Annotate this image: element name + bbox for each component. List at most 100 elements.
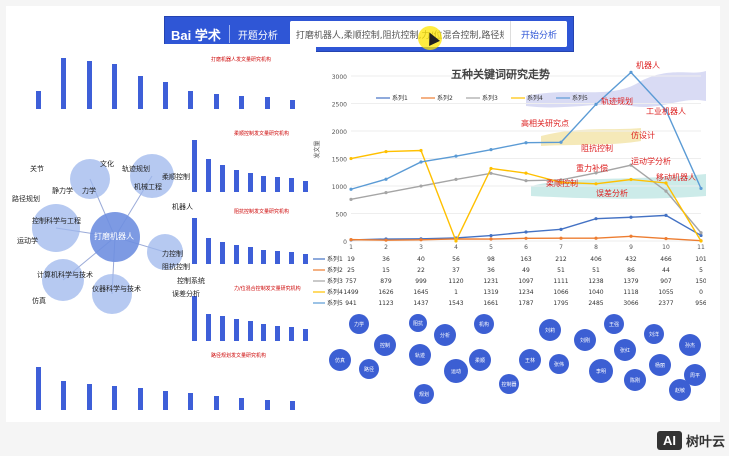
data-point [349, 187, 353, 191]
mind-map-label: 力学 [82, 187, 96, 195]
node-mech-eng[interactable] [130, 154, 174, 198]
author-bubble[interactable]: 杨丽 [649, 354, 671, 376]
node-ctrl-sci[interactable] [147, 234, 183, 270]
author-bubble[interactable]: 轨迹 [409, 344, 431, 366]
author-bubble[interactable]: 刘洋 [644, 324, 664, 344]
author-bubble[interactable]: 张伟 [549, 354, 569, 374]
data-point [524, 141, 528, 145]
y-axis-label: 发文量 [313, 140, 321, 158]
author-bubble[interactable]: 路径 [359, 359, 379, 379]
author-bubble[interactable]: 王强 [604, 314, 624, 334]
author-bubble[interactable]: 力学 [349, 314, 369, 334]
mind-map-label: 机器人 [172, 203, 193, 211]
slide-canvas: Bai 学术 开题分析 开始分析 打磨机器人发文量研究机构 柔顺控制发文量研究机… [6, 6, 720, 422]
mini-bar [213, 94, 219, 109]
author-bubble[interactable]: 阻抗 [409, 314, 427, 332]
author-bubble[interactable]: 规划 [414, 384, 434, 404]
mini-bar [275, 250, 281, 264]
mini-bar [86, 383, 92, 410]
table-cell: 1234 [518, 289, 533, 296]
data-point [629, 163, 633, 167]
mini-bar [219, 164, 225, 192]
author-bubble[interactable]: 柔顺 [469, 349, 491, 371]
mini-bar [86, 61, 92, 109]
data-point [419, 238, 423, 242]
author-bubble[interactable]: 王林 [519, 349, 541, 371]
table-cell: 86 [627, 267, 635, 274]
search-button[interactable]: 开始分析 [509, 21, 567, 47]
author-bubble[interactable]: 运动 [444, 359, 468, 383]
data-point [419, 148, 423, 153]
mini-bar [35, 366, 41, 410]
mini-bar [163, 390, 168, 410]
search-input[interactable] [289, 21, 510, 47]
search-header: Bai 学术 开题分析 开始分析 [164, 16, 574, 52]
data-point [664, 181, 668, 185]
stream-band [541, 128, 641, 146]
mind-map-label: 误差分析 [172, 290, 200, 298]
y-tick-label: 500 [336, 212, 348, 219]
center-node[interactable] [90, 212, 140, 262]
author-bubble[interactable]: 孙杰 [679, 334, 701, 356]
author-bubble[interactable]: 周平 [684, 364, 706, 386]
table-cell: 1120 [448, 278, 463, 285]
mini-bar [290, 401, 296, 410]
data-point [559, 236, 563, 240]
baidu-logo[interactable]: Bai 学术 [171, 25, 221, 44]
node-control[interactable] [32, 204, 80, 252]
node-mechanics[interactable] [70, 159, 110, 199]
mini-bar [247, 172, 253, 192]
author-bubble[interactable]: 张红 [614, 339, 636, 361]
data-point [489, 148, 493, 152]
stream-label: 运动学分析 [631, 156, 671, 166]
table-cell: 1040 [588, 289, 603, 296]
mind-map-label: 力控制 [162, 250, 183, 258]
node-instrument[interactable] [92, 274, 132, 314]
author-bubble[interactable]: 李明 [589, 359, 613, 383]
slogan: 开题分析 [237, 30, 278, 42]
chart-title: 五种关键词研究走势 [451, 67, 550, 81]
table-cell: 1111 [553, 278, 568, 285]
author-bubble[interactable]: 机构 [474, 314, 494, 334]
watermark-text: 树叶云 [685, 435, 725, 450]
mini-bar [205, 237, 211, 264]
mind-map-label: 仿真 [32, 297, 46, 305]
mini-bar [247, 247, 253, 264]
table-cell: 956 [695, 300, 706, 307]
mini-bar [289, 178, 295, 192]
node-cs[interactable] [42, 259, 84, 301]
author-bubble[interactable]: 陈刚 [624, 369, 646, 391]
data-point [384, 238, 388, 242]
x-tick-label: 8 [594, 244, 598, 251]
x-tick-label: 1 [349, 244, 353, 251]
data-point [594, 102, 598, 106]
x-tick-label: 5 [489, 244, 493, 251]
mind-map-label: 柔顺控制 [162, 173, 190, 181]
author-bubble[interactable]: 控制器 [499, 374, 519, 394]
author-bubble[interactable]: 刘莉 [539, 319, 561, 341]
table-cell: 44 [662, 267, 670, 274]
author-bubble[interactable]: 分析 [434, 324, 456, 346]
author-bubble[interactable]: 仿真 [329, 349, 351, 371]
table-cell: 2377 [658, 300, 673, 307]
author-bubble[interactable]: 赵敏 [669, 379, 691, 401]
table-cell: 941 [345, 300, 357, 307]
data-point [594, 182, 598, 186]
data-point [524, 171, 528, 175]
mini-chart-1: 打磨机器人发文量研究机构 [16, 44, 316, 119]
author-bubble[interactable]: 控制 [374, 334, 396, 356]
mini-bar [205, 313, 211, 341]
table-cell: 1795 [553, 300, 568, 307]
data-point [699, 186, 703, 191]
mini-bar [219, 316, 225, 341]
mini-bar [61, 58, 67, 109]
table-cell: 1437 [413, 300, 428, 307]
mini-bar [303, 181, 309, 192]
table-cell: 15 [382, 267, 390, 274]
table-cell: 1118 [623, 289, 638, 296]
table-cell: 466 [660, 256, 672, 263]
author-bubble[interactable]: 刘刚 [574, 329, 596, 351]
y-tick-label: 2500 [332, 102, 347, 109]
table-cell: 757 [345, 278, 357, 285]
table-cell: 101 [695, 256, 706, 263]
